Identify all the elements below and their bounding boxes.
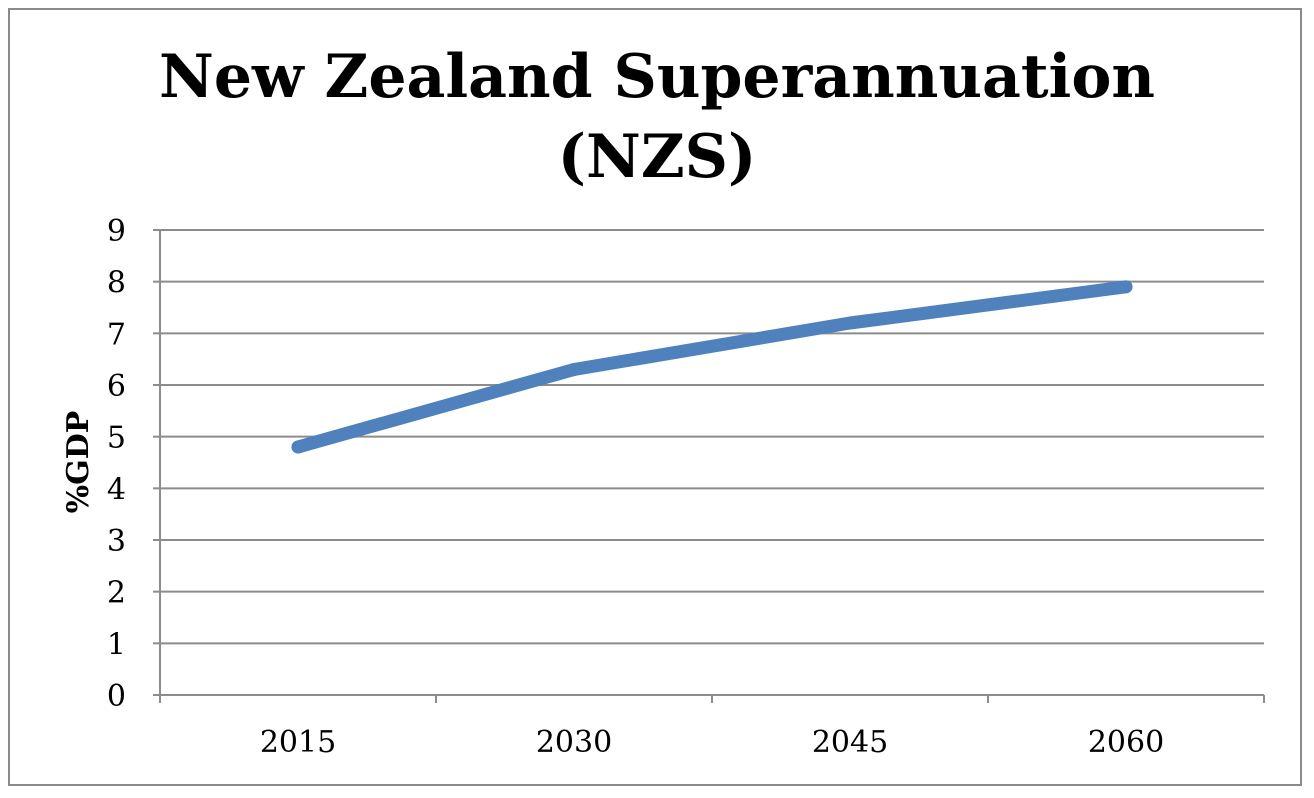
gridlines — [160, 229, 1264, 645]
y-tick-label: 6 — [107, 369, 126, 404]
data-point — [567, 363, 581, 376]
y-tick-label: 2 — [107, 576, 126, 611]
y-tick-label: 7 — [107, 317, 126, 352]
y-tick-label: 5 — [107, 421, 126, 456]
axes — [153, 229, 1265, 703]
x-tick-label: 2015 — [260, 725, 336, 760]
y-tick-label: 0 — [107, 679, 126, 714]
chart-frame — [8, 8, 1302, 786]
chart-title-line-1: New Zealand Superannuation — [159, 42, 1155, 112]
chart-title: New Zealand Superannuation (NZS) — [159, 42, 1155, 192]
chart-title-line-2: (NZS) — [558, 122, 757, 192]
data-point — [1119, 280, 1133, 294]
x-tick-label: 2060 — [1088, 725, 1164, 760]
y-tick-label: 8 — [107, 266, 126, 301]
y-tick-label: 1 — [107, 627, 126, 662]
y-tick-label: 4 — [107, 472, 126, 507]
data-point — [843, 316, 857, 330]
x-tick-labels: 2015 2030 2045 2060 — [260, 725, 1164, 760]
y-tick-label: 3 — [107, 524, 126, 559]
x-tick-label: 2045 — [812, 725, 888, 760]
series-group — [291, 280, 1133, 454]
data-point — [291, 440, 305, 454]
series-line — [291, 280, 1133, 454]
y-axis-title: %GDP — [61, 411, 96, 514]
y-tick-label: 9 — [107, 214, 126, 249]
y-tick-labels: 0 1 2 3 4 5 6 7 8 9 — [107, 214, 126, 714]
x-tick-label: 2030 — [536, 725, 612, 760]
